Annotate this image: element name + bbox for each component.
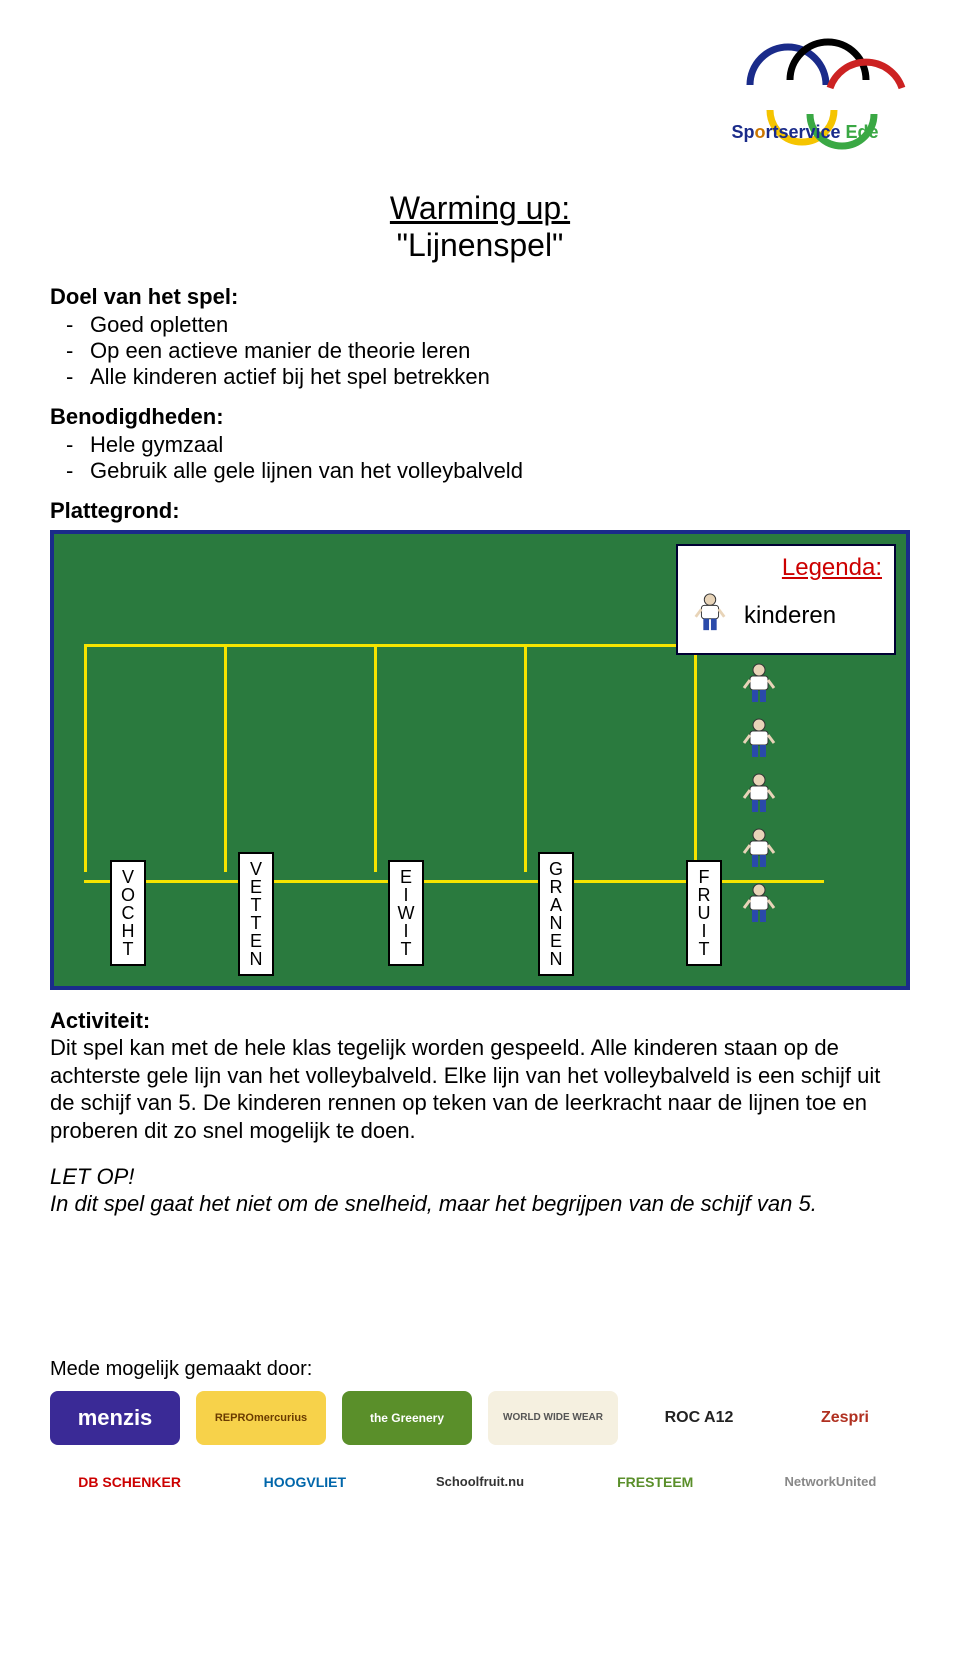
child-icon bbox=[738, 662, 780, 711]
sponsor-badge: FRESTEEM bbox=[576, 1455, 735, 1509]
section-sponsors: Mede mogelijk gemaakt door: menzis REPROm… bbox=[50, 1358, 910, 1509]
field-line bbox=[524, 644, 527, 872]
sponsor-badge: menzis bbox=[50, 1391, 180, 1445]
section-plattegrond: Plattegrond: VOCHT VETTEN EIWIT GRANEN FRUIT… bbox=[50, 498, 910, 990]
doel-list: Goed opletten Op een actieve manier de t… bbox=[50, 312, 910, 390]
plattegrond-field: VOCHT VETTEN EIWIT GRANEN FRUIT Legenda: kin… bbox=[50, 530, 910, 990]
sponsor-badge: REPROmercurius bbox=[196, 1391, 326, 1445]
sponsor-badge: Zespri bbox=[780, 1391, 910, 1445]
section-doel: Doel van het spel: Goed opletten Op een … bbox=[50, 284, 910, 390]
benodigdheden-item: Gebruik alle gele lijnen van het volleyb… bbox=[90, 458, 910, 484]
field-line bbox=[694, 644, 697, 872]
section-activiteit: Activiteit: Dit spel kan met de hele kla… bbox=[50, 1008, 910, 1144]
sponsor-badge: ROC A12 bbox=[634, 1391, 764, 1445]
sponsor-row: menzis REPROmercurius the Greenery WORLD WI… bbox=[50, 1391, 910, 1445]
line-label-vetten: VETTEN bbox=[238, 852, 274, 976]
activiteit-text: Dit spel kan met de hele klas tegelijk w… bbox=[50, 1034, 910, 1144]
legend-label: kinderen bbox=[744, 602, 836, 630]
title-line-2: "Lijnenspel" bbox=[50, 227, 910, 264]
doel-heading: Doel van het spel: bbox=[50, 284, 910, 310]
section-benodigdheden: Benodigdheden: Hele gymzaal Gebruik alle… bbox=[50, 404, 910, 484]
doel-item: Op een actieve manier de theorie leren bbox=[90, 338, 910, 364]
legend-box: Legenda: kinderen bbox=[676, 544, 896, 655]
svg-text:Sportservice Ede: Sportservice Ede bbox=[731, 122, 878, 142]
line-label-eiwit: EIWIT bbox=[388, 860, 424, 966]
sponsor-badge: Schoolfruit.nu bbox=[400, 1455, 559, 1509]
logo-area: Sportservice Ede bbox=[50, 30, 910, 170]
sponsor-badge: HOOGVLIET bbox=[225, 1455, 384, 1509]
child-icon bbox=[738, 717, 780, 766]
child-icon bbox=[738, 827, 780, 876]
doel-item: Goed opletten bbox=[90, 312, 910, 338]
sponsor-badge: WORLD WIDE WEAR bbox=[488, 1391, 618, 1445]
sponsor-badge: the Greenery bbox=[342, 1391, 472, 1445]
child-icon bbox=[738, 772, 780, 821]
field-line bbox=[374, 644, 377, 872]
sponsor-badge: DB SCHENKER bbox=[50, 1455, 209, 1509]
benodigdheden-list: Hele gymzaal Gebruik alle gele lijnen va… bbox=[50, 432, 910, 484]
sponsors-heading: Mede mogelijk gemaakt door: bbox=[50, 1358, 910, 1381]
title-line-1: Warming up: bbox=[50, 190, 910, 227]
children-column bbox=[738, 662, 780, 931]
field-line bbox=[84, 644, 697, 647]
letop-heading: LET OP! bbox=[50, 1164, 910, 1190]
line-label-granen: GRANEN bbox=[538, 852, 574, 976]
letop-text: In dit spel gaat het niet om de snelheid… bbox=[50, 1190, 910, 1218]
legend-row: kinderen bbox=[690, 592, 882, 639]
field-line bbox=[84, 644, 87, 872]
benodigdheden-item: Hele gymzaal bbox=[90, 432, 910, 458]
sponsor-row: DB SCHENKER HOOGVLIET Schoolfruit.nu FRESTE… bbox=[50, 1455, 910, 1509]
sportservice-ede-logo: Sportservice Ede bbox=[700, 30, 910, 170]
benodigdheden-heading: Benodigdheden: bbox=[50, 404, 910, 430]
child-icon bbox=[738, 882, 780, 931]
doel-item: Alle kinderen actief bij het spel betrek… bbox=[90, 364, 910, 390]
field-line bbox=[224, 644, 227, 872]
sponsor-rows: menzis REPROmercurius the Greenery WORLD WI… bbox=[50, 1391, 910, 1509]
page-title-block: Warming up: "Lijnenspel" bbox=[50, 190, 910, 264]
plattegrond-heading: Plattegrond: bbox=[50, 498, 910, 524]
line-label-vocht: VOCHT bbox=[110, 860, 146, 966]
legend-title: Legenda: bbox=[690, 554, 882, 582]
section-letop: LET OP! In dit spel gaat het niet om de … bbox=[50, 1164, 910, 1218]
line-label-fruit: FRUIT bbox=[686, 860, 722, 966]
child-icon bbox=[690, 592, 730, 639]
activiteit-heading: Activiteit: bbox=[50, 1008, 910, 1034]
sponsor-badge: NetworkUnited bbox=[751, 1455, 910, 1509]
